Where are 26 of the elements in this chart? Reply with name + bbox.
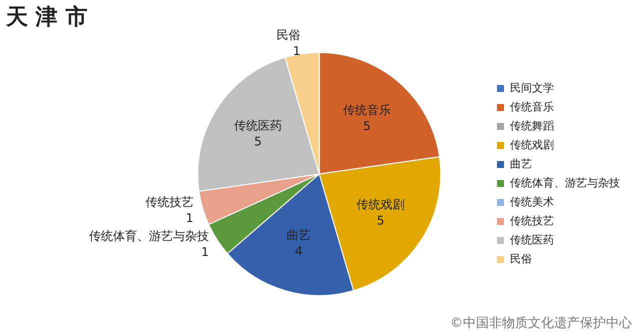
data-label: 5 xyxy=(363,119,371,134)
slice-label: 传统戏剧 xyxy=(356,198,405,212)
legend-label: 传统技艺 xyxy=(510,214,554,228)
slice-label: 传统医药 xyxy=(234,118,282,133)
data-label: 5 xyxy=(254,134,262,149)
legend-label: 传统音乐 xyxy=(510,100,554,114)
legend-label: 曲艺 xyxy=(510,157,532,170)
text: ©中国非物质文化遗产保护中心 xyxy=(450,315,632,332)
slice-label: 传统技艺 xyxy=(145,195,194,210)
data-label: 1 xyxy=(186,211,194,226)
slice-label: 民俗 xyxy=(276,28,301,42)
legend-label: 传统体育、游艺与杂技 xyxy=(510,176,620,190)
legend-label: 传统戏剧 xyxy=(510,138,554,152)
slice-label: 传统音乐 xyxy=(342,103,391,118)
slice-label: 传统体育、游艺与杂技 xyxy=(88,229,209,244)
legend-label: 民俗 xyxy=(510,252,532,266)
data-label: 4 xyxy=(294,244,303,258)
slice-label: 曲艺 xyxy=(286,228,311,242)
legend-label: 民间文学 xyxy=(510,81,554,94)
legend-label: 传统医药 xyxy=(510,233,554,246)
data-label: 5 xyxy=(376,214,384,228)
chart-title: 天 津 市 xyxy=(6,3,88,32)
data-label: 1 xyxy=(292,44,301,58)
legend-label: 传统美术 xyxy=(510,195,554,208)
data-label: 1 xyxy=(201,245,209,260)
legend-label: 传统舞蹈 xyxy=(510,119,554,132)
